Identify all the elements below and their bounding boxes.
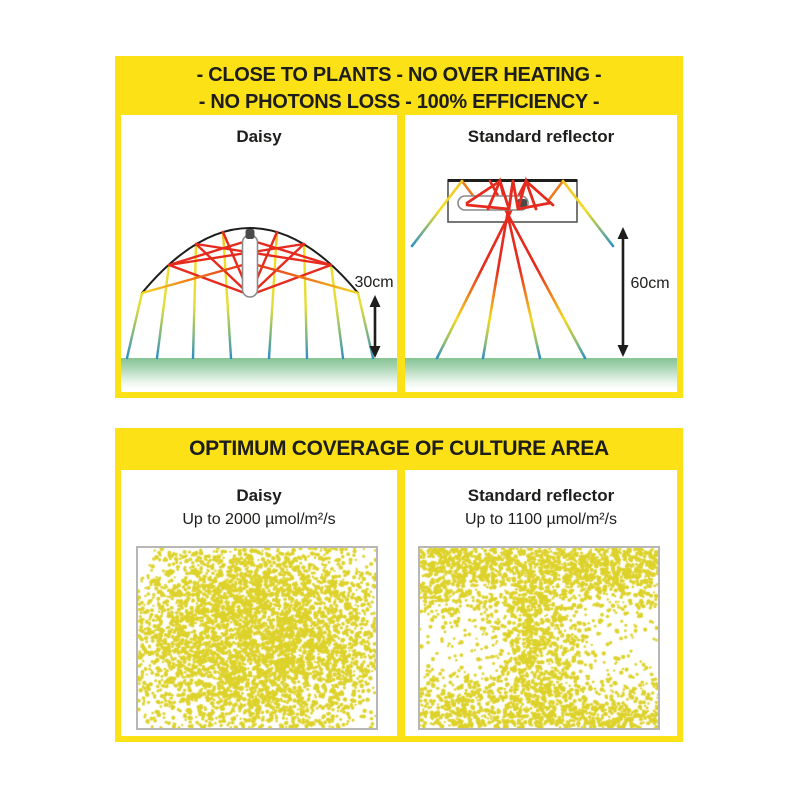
height-arrow-30 bbox=[369, 295, 381, 358]
standard-diagram-title: Standard reflector bbox=[467, 127, 615, 146]
daisy-coverage-panel: Daisy Up to 2000 µmol/m²/s bbox=[121, 470, 397, 736]
standard-reflector-diagram: 60cm bbox=[405, 176, 677, 389]
daisy-coverage-title: Daisy bbox=[236, 486, 282, 505]
distance-label-60cm: 60cm bbox=[630, 275, 669, 292]
daisy-scatter-plot bbox=[138, 548, 376, 728]
coverage-section: OPTIMUM COVERAGE OF CULTURE AREA Daisy U… bbox=[115, 428, 683, 742]
header-line-1: - CLOSE TO PLANTS - NO OVER HEATING - bbox=[196, 64, 602, 86]
daisy-down-rays bbox=[125, 230, 375, 360]
daisy-lamp bbox=[241, 229, 259, 298]
standard-scatter-box bbox=[418, 546, 660, 730]
standard-coverage-panel: Standard reflector Up to 1100 µmol/m²/s bbox=[405, 470, 677, 736]
height-arrow-60 bbox=[617, 227, 629, 357]
ground-right bbox=[405, 358, 677, 389]
ground-left bbox=[121, 358, 397, 389]
top-section: - CLOSE TO PLANTS - NO OVER HEATING - - … bbox=[115, 56, 683, 398]
daisy-outer-ray-left bbox=[141, 261, 251, 295]
standard-diagram-panel: 60cm Standard reflector bbox=[405, 115, 677, 392]
standard-coverage-subtitle: Up to 1100 µmol/m²/s bbox=[464, 511, 618, 528]
daisy-coverage-subtitle: Up to 2000 µmol/m²/s bbox=[182, 511, 336, 528]
lamp-cap bbox=[245, 229, 255, 239]
daisy-outer-ray-right bbox=[249, 261, 359, 295]
standard-scatter-plot bbox=[420, 548, 658, 728]
distance-label-30cm: 30cm bbox=[354, 274, 393, 291]
coverage-header-banner: OPTIMUM COVERAGE OF CULTURE AREA bbox=[189, 437, 609, 460]
daisy-scatter-box bbox=[136, 546, 378, 730]
daisy-diagram-panel: 30cm Daisy bbox=[121, 115, 397, 392]
standard-red-zigzag bbox=[465, 176, 555, 211]
daisy-diagram: 30cm bbox=[121, 227, 397, 389]
top-header-banner: - CLOSE TO PLANTS - NO OVER HEATING - - … bbox=[115, 62, 683, 116]
standard-coverage-title: Standard reflector bbox=[467, 486, 615, 505]
daisy-diagram-title: Daisy bbox=[236, 127, 282, 146]
header-line-2: - NO PHOTONS LOSS - 100% EFFICIENCY - bbox=[198, 91, 600, 113]
